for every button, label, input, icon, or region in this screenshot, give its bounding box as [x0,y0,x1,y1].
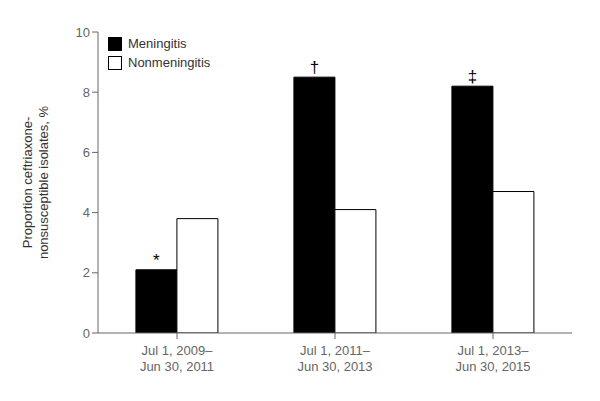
svg-text:*: * [153,251,160,270]
svg-text:8: 8 [83,85,90,100]
svg-text:4: 4 [83,205,90,220]
svg-text:6: 6 [83,145,90,160]
svg-text:Proportion ceftriaxone-nonsusc: Proportion ceftriaxone-nonsusceptible is… [20,105,51,259]
svg-text:0: 0 [83,326,90,341]
html-text:Nonmeningitis: Nonmeningitis [128,55,211,70]
svg-text:Jul 1, 2013–Jun 30, 2015: Jul 1, 2013–Jun 30, 2015 [455,343,530,374]
svg-text:Jul 1, 2009–Jun 30, 2011: Jul 1, 2009–Jun 30, 2011 [140,343,214,374]
svg-text:‡: ‡ [468,67,477,86]
html-text:Meningitis: Meningitis [128,36,187,51]
svg-text:Jul 1, 2011–Jun 30, 2013: Jul 1, 2011–Jun 30, 2013 [297,343,372,374]
svg-text:2: 2 [83,265,90,280]
svg-text:†: † [310,58,319,77]
svg-text:10: 10 [76,25,90,40]
